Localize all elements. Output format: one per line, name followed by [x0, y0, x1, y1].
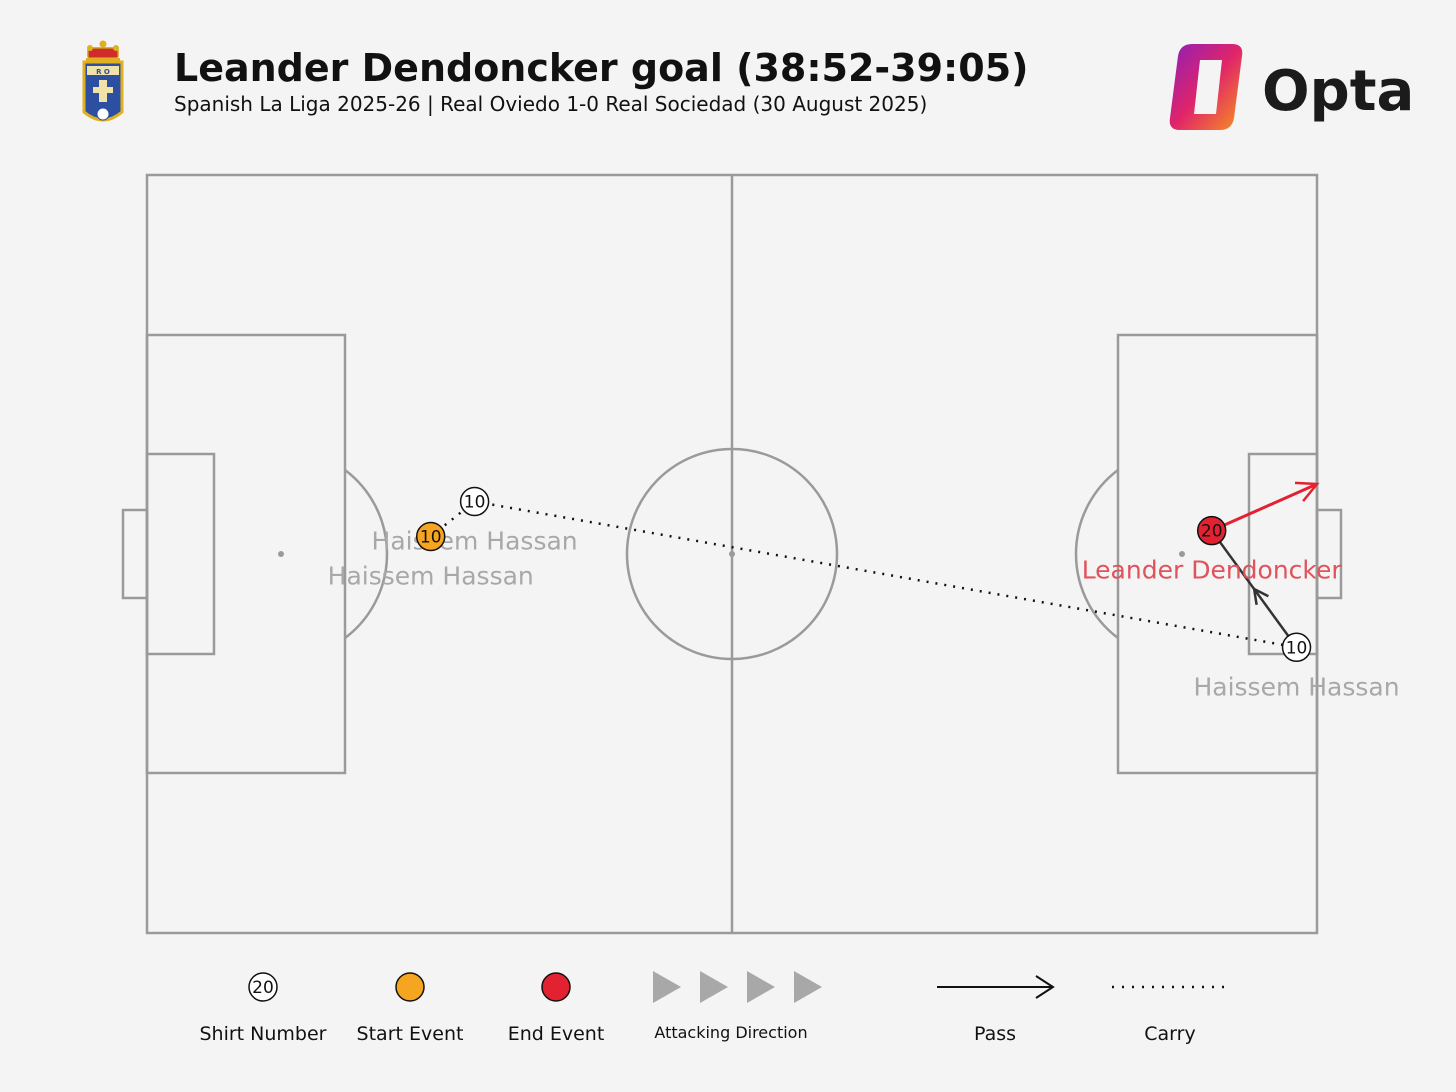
start-event-marker — [415, 521, 446, 552]
shirt-number: 10 — [420, 528, 442, 548]
shirt-number: 10 — [464, 493, 486, 513]
shield-icon: R O — [82, 60, 124, 122]
football-pitch — [121, 173, 1343, 935]
legend-carry: Carry — [1112, 985, 1224, 1045]
player-name-label: Haissem Hassan — [1193, 672, 1399, 701]
page-title: Leander Dendoncker goal (38:52-39:05) — [174, 46, 1029, 90]
player-name-label: Haissem Hassan — [328, 562, 534, 591]
right-goal — [1315, 508, 1343, 600]
player-labels-layer: Haissem Hassan Haissem Hassan Haissem Hass… — [328, 527, 1400, 702]
player-name-label: Haissem Hassan — [372, 527, 578, 556]
direction-triangle-icon — [794, 971, 822, 1003]
legend-pass: Pass — [937, 975, 1055, 1045]
team-badge: R O — [82, 40, 124, 122]
legend: 20 Shirt Number Start Event End Event At… — [199, 971, 1224, 1045]
legend-attacking-direction: Attacking Direction — [653, 971, 822, 1042]
left-penalty-arc — [344, 469, 389, 639]
legend-end-label: End Event — [508, 1023, 605, 1045]
legend-shirt-marker — [248, 972, 278, 1002]
events-layer: 10 10 10 20 — [415, 486, 1312, 663]
arrow-right-icon — [1035, 975, 1055, 999]
badge-letters: R O — [96, 68, 110, 76]
centre-spot — [729, 551, 735, 557]
legend-shirt-label: Shirt Number — [199, 1023, 326, 1045]
crown-icon — [86, 40, 120, 62]
opta-logo: Opta — [1169, 44, 1414, 130]
direction-triangle-icon — [747, 971, 775, 1003]
event-marker — [459, 486, 490, 517]
opta-mark-icon — [1169, 44, 1243, 130]
legend-start-label: Start Event — [357, 1023, 464, 1045]
left-six-yard-box — [145, 452, 216, 656]
legend-direction-label: Attacking Direction — [654, 1023, 807, 1042]
centre-circle — [625, 447, 839, 661]
left-penalty-spot — [278, 551, 284, 557]
legend-end-marker — [541, 972, 571, 1002]
right-penalty-spot — [1179, 551, 1185, 557]
left-goal — [121, 508, 149, 600]
end-event-marker — [1196, 515, 1227, 546]
player-name-label: Leander Dendoncker — [1082, 556, 1343, 585]
right-penalty-arc — [1074, 469, 1119, 639]
direction-triangle-icon — [700, 971, 728, 1003]
pass-arrowhead-icon — [1252, 586, 1269, 605]
legend-start-marker — [395, 972, 425, 1002]
event-marker — [1281, 632, 1312, 663]
legend-start-event: Start Event — [357, 972, 464, 1045]
left-penalty-area — [145, 333, 347, 775]
legend-end-event: End Event — [508, 972, 605, 1045]
opta-wordmark: Opta — [1262, 59, 1414, 124]
shot-arrowhead-icon — [1294, 481, 1320, 502]
legend-carry-label: Carry — [1144, 1023, 1195, 1045]
direction-triangle-icon — [653, 971, 681, 1003]
shirt-number: 20 — [1201, 522, 1223, 542]
legend-pass-label: Pass — [974, 1023, 1016, 1045]
shirt-number: 10 — [1286, 638, 1308, 658]
shot-line — [1211, 482, 1318, 533]
right-penalty-area — [1116, 333, 1319, 775]
page-subtitle: Spanish La Liga 2025-26 | Real Oviedo 1-… — [174, 92, 927, 116]
legend-shirt-number: 20 Shirt Number — [199, 972, 327, 1045]
legend-shirt-sample: 20 — [252, 978, 274, 998]
